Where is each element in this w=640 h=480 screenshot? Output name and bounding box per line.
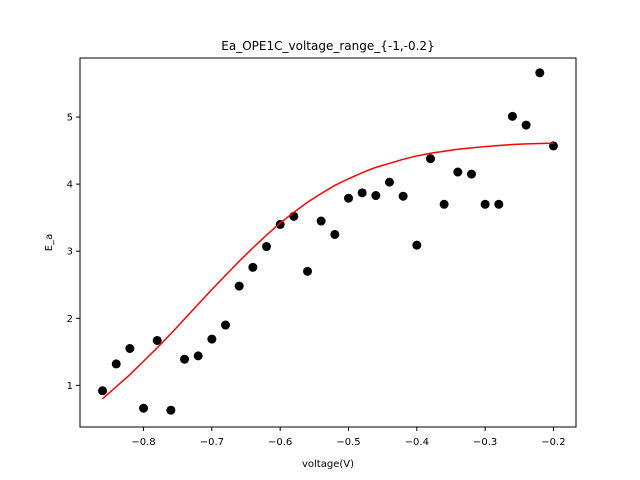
data-point <box>262 242 272 252</box>
y-tick-label: 3 <box>67 247 73 258</box>
data-point <box>330 229 340 239</box>
data-point <box>384 177 394 187</box>
data-point <box>425 154 435 164</box>
data-point <box>357 188 367 198</box>
data-point <box>398 191 408 201</box>
data-point <box>412 240 422 250</box>
data-point <box>480 199 490 209</box>
y-axis-title: E_a <box>44 234 55 251</box>
x-tick-label: −0.8 <box>131 437 155 448</box>
data-point <box>234 281 244 291</box>
x-tick-label: −0.5 <box>336 437 360 448</box>
x-axis: −0.8 −0.7 −0.6 −0.5 −0.4 −0.3 −0.2 <box>131 427 566 448</box>
data-point <box>371 191 381 201</box>
data-point <box>521 120 531 130</box>
x-tick-label: −0.4 <box>405 437 429 448</box>
data-point <box>152 335 162 345</box>
x-tick-label: −0.6 <box>268 437 292 448</box>
data-point <box>221 320 231 330</box>
data-point <box>139 403 149 413</box>
data-point <box>166 405 176 415</box>
data-point <box>111 359 121 369</box>
chart-title: Ea_OPE1C_voltage_range_{-1,-0.2} <box>221 39 434 53</box>
data-point <box>248 262 258 272</box>
plot-area <box>98 68 558 415</box>
data-point <box>494 199 504 209</box>
y-tick-label: 2 <box>67 314 73 325</box>
data-point <box>507 111 517 121</box>
x-tick-label: −0.3 <box>473 437 497 448</box>
data-point <box>193 351 203 361</box>
y-tick-label: 5 <box>67 113 73 124</box>
y-tick-label: 1 <box>67 381 73 392</box>
plot-frame <box>79 57 577 428</box>
data-point <box>535 68 545 78</box>
data-point <box>453 167 463 177</box>
data-point <box>316 216 326 226</box>
data-point <box>98 386 108 396</box>
x-axis-title: voltage(V) <box>302 459 354 470</box>
data-point <box>344 193 353 203</box>
data-point <box>207 334 217 344</box>
data-point <box>466 169 476 179</box>
x-tick-label: −0.2 <box>541 437 565 448</box>
y-axis: 1 2 3 4 5 <box>67 113 80 392</box>
data-point <box>125 344 135 353</box>
fit-line <box>102 142 554 400</box>
y-tick-label: 4 <box>67 180 73 191</box>
x-tick-label: −0.7 <box>200 437 224 448</box>
data-point <box>439 199 449 209</box>
data-point <box>180 354 190 364</box>
data-point <box>303 266 312 276</box>
